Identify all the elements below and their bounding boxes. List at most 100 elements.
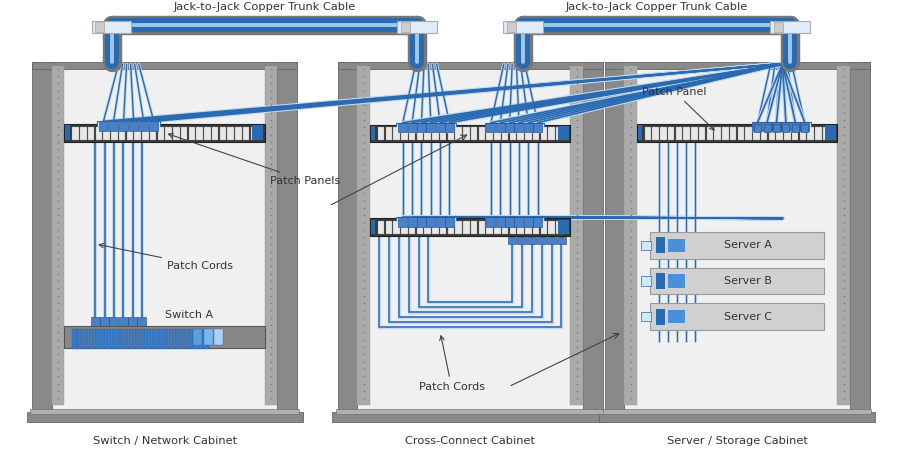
FancyBboxPatch shape <box>198 329 202 344</box>
Text: Cross-Connect Cabinet: Cross-Connect Cabinet <box>405 436 536 446</box>
FancyBboxPatch shape <box>417 221 423 234</box>
Text: Server A: Server A <box>724 240 771 250</box>
Text: Patch Panel: Patch Panel <box>643 87 715 130</box>
FancyBboxPatch shape <box>118 346 122 349</box>
FancyBboxPatch shape <box>357 66 370 405</box>
FancyBboxPatch shape <box>837 66 850 405</box>
FancyBboxPatch shape <box>583 62 603 410</box>
FancyBboxPatch shape <box>243 126 249 140</box>
FancyBboxPatch shape <box>235 126 241 140</box>
FancyBboxPatch shape <box>214 329 223 344</box>
FancyBboxPatch shape <box>436 218 445 226</box>
FancyBboxPatch shape <box>753 126 760 140</box>
FancyBboxPatch shape <box>77 346 82 349</box>
FancyBboxPatch shape <box>158 329 163 344</box>
FancyBboxPatch shape <box>385 221 392 234</box>
FancyBboxPatch shape <box>175 346 180 349</box>
FancyBboxPatch shape <box>80 126 86 140</box>
FancyBboxPatch shape <box>92 21 131 33</box>
FancyBboxPatch shape <box>753 122 762 131</box>
FancyBboxPatch shape <box>338 62 357 410</box>
FancyBboxPatch shape <box>408 123 417 132</box>
FancyBboxPatch shape <box>370 125 571 142</box>
FancyBboxPatch shape <box>204 126 211 140</box>
FancyBboxPatch shape <box>101 329 105 344</box>
FancyBboxPatch shape <box>548 127 555 140</box>
FancyBboxPatch shape <box>95 126 102 140</box>
FancyBboxPatch shape <box>193 329 197 344</box>
FancyBboxPatch shape <box>625 66 637 405</box>
FancyBboxPatch shape <box>533 218 542 226</box>
FancyBboxPatch shape <box>371 220 375 234</box>
FancyBboxPatch shape <box>186 329 192 344</box>
FancyBboxPatch shape <box>722 126 729 140</box>
FancyBboxPatch shape <box>147 346 151 349</box>
FancyBboxPatch shape <box>641 276 652 286</box>
FancyBboxPatch shape <box>479 127 485 140</box>
FancyBboxPatch shape <box>119 126 125 140</box>
FancyBboxPatch shape <box>83 346 88 349</box>
FancyBboxPatch shape <box>181 126 187 140</box>
FancyBboxPatch shape <box>123 329 128 344</box>
FancyBboxPatch shape <box>66 125 70 140</box>
FancyBboxPatch shape <box>683 126 690 140</box>
FancyBboxPatch shape <box>135 346 140 349</box>
FancyBboxPatch shape <box>784 126 791 140</box>
Text: Switch / Network Cabinet: Switch / Network Cabinet <box>93 436 237 446</box>
FancyBboxPatch shape <box>129 346 134 349</box>
FancyBboxPatch shape <box>471 127 477 140</box>
FancyBboxPatch shape <box>228 126 234 140</box>
FancyBboxPatch shape <box>203 346 209 349</box>
Text: Switch A: Switch A <box>165 309 212 319</box>
FancyBboxPatch shape <box>486 221 493 234</box>
FancyBboxPatch shape <box>505 218 514 226</box>
FancyBboxPatch shape <box>140 122 148 131</box>
FancyBboxPatch shape <box>203 329 212 344</box>
FancyBboxPatch shape <box>738 126 744 140</box>
FancyBboxPatch shape <box>537 237 546 244</box>
FancyBboxPatch shape <box>823 126 830 140</box>
FancyBboxPatch shape <box>652 126 659 140</box>
FancyBboxPatch shape <box>502 127 508 140</box>
FancyBboxPatch shape <box>397 123 455 133</box>
FancyBboxPatch shape <box>464 221 470 234</box>
FancyBboxPatch shape <box>502 221 508 234</box>
FancyBboxPatch shape <box>65 326 265 348</box>
Text: Server C: Server C <box>724 312 771 322</box>
FancyBboxPatch shape <box>118 329 122 344</box>
FancyBboxPatch shape <box>641 312 652 321</box>
FancyBboxPatch shape <box>112 346 117 349</box>
FancyBboxPatch shape <box>605 62 625 410</box>
FancyBboxPatch shape <box>212 126 219 140</box>
FancyBboxPatch shape <box>547 237 556 244</box>
FancyBboxPatch shape <box>558 220 569 234</box>
FancyBboxPatch shape <box>505 123 514 132</box>
FancyBboxPatch shape <box>571 66 583 405</box>
FancyBboxPatch shape <box>691 126 698 140</box>
FancyBboxPatch shape <box>97 121 160 131</box>
FancyBboxPatch shape <box>95 23 104 31</box>
FancyBboxPatch shape <box>417 123 426 132</box>
FancyBboxPatch shape <box>432 127 438 140</box>
FancyBboxPatch shape <box>637 124 837 142</box>
FancyBboxPatch shape <box>447 221 454 234</box>
FancyBboxPatch shape <box>706 126 713 140</box>
FancyBboxPatch shape <box>801 124 808 132</box>
FancyBboxPatch shape <box>135 329 140 344</box>
FancyBboxPatch shape <box>336 409 605 414</box>
FancyBboxPatch shape <box>541 127 547 140</box>
FancyBboxPatch shape <box>518 237 526 244</box>
FancyBboxPatch shape <box>371 126 375 140</box>
FancyBboxPatch shape <box>385 127 392 140</box>
FancyBboxPatch shape <box>515 218 524 226</box>
FancyBboxPatch shape <box>669 275 685 288</box>
FancyBboxPatch shape <box>651 303 824 330</box>
FancyBboxPatch shape <box>104 126 110 140</box>
FancyBboxPatch shape <box>72 346 76 349</box>
FancyBboxPatch shape <box>31 409 299 414</box>
FancyBboxPatch shape <box>509 221 516 234</box>
FancyBboxPatch shape <box>152 329 157 344</box>
FancyBboxPatch shape <box>656 309 665 325</box>
FancyBboxPatch shape <box>89 329 94 344</box>
FancyBboxPatch shape <box>99 122 108 131</box>
